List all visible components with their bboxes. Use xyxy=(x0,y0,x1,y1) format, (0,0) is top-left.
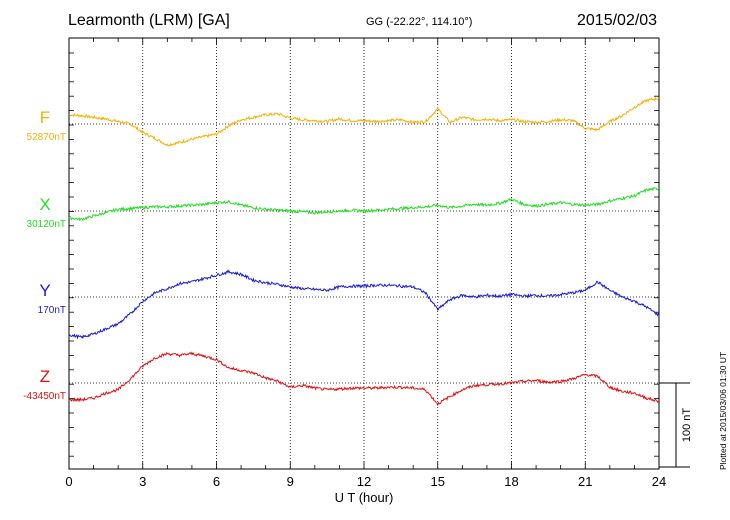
component-label-x: X xyxy=(39,195,51,214)
series-line-x xyxy=(68,187,660,222)
chart-date: 2015/02/03 xyxy=(577,12,658,29)
x-tick-label: 24 xyxy=(652,474,666,489)
series-line-y xyxy=(68,269,660,340)
geographic-coordinates: GG (-22.22°, 114.10°) xyxy=(366,16,473,28)
component-label-f: F xyxy=(39,108,51,127)
baseline-value-x: 30120nT xyxy=(26,219,66,230)
x-tick-label: 3 xyxy=(139,474,146,489)
x-axis-label: U T (hour) xyxy=(335,490,394,505)
component-label-y: Y xyxy=(39,281,51,300)
component-label-z: Z xyxy=(39,367,51,386)
chart-title: Learmonth (LRM) [GA] xyxy=(68,12,230,29)
x-tick-label: 6 xyxy=(213,474,220,489)
baseline-value-f: 52870nT xyxy=(26,132,66,143)
x-tick-label: 15 xyxy=(431,474,445,489)
baseline-value-z: -43450nT xyxy=(23,391,66,402)
x-tick-label: 0 xyxy=(65,474,72,489)
series-line-f xyxy=(68,96,660,147)
series-line-z xyxy=(68,351,660,407)
scale-bar-label: 100 nT xyxy=(681,408,693,443)
x-tick-label: 9 xyxy=(287,474,294,489)
plotted-timestamp: Plotted at 2015/03/06 01:30 UT xyxy=(718,351,728,470)
baseline-value-y: 170nT xyxy=(37,305,66,316)
x-tick-label: 21 xyxy=(578,474,592,489)
x-tick-label: 12 xyxy=(357,474,371,489)
x-tick-label: 18 xyxy=(504,474,518,489)
